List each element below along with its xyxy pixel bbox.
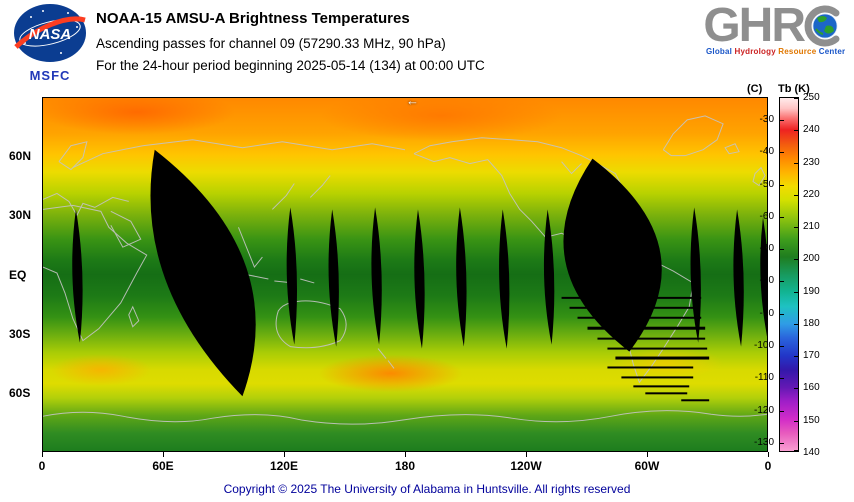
colorbar-tick-right xyxy=(794,98,798,99)
ghrc-tagline-word: Resource xyxy=(778,47,817,56)
colorbar-tick-left xyxy=(780,442,784,444)
colorbar-tick-right xyxy=(794,194,798,196)
colorbar-k-label-190: 190 xyxy=(803,285,820,297)
title-block: NOAA-15 AMSU-A Brightness Temperatures A… xyxy=(96,10,485,80)
nasa-insignia-icon: NASA xyxy=(14,4,86,62)
colorbar-tick-right xyxy=(794,450,798,451)
colorbar-c-label--100: -100 xyxy=(753,340,774,352)
lat-label-30s: 30S xyxy=(9,326,31,341)
colorbar-c-label--70: -70 xyxy=(759,243,774,255)
colorbar-c-label--90: -90 xyxy=(759,307,774,319)
no-data-swath-gaps xyxy=(72,149,767,402)
map-overlay xyxy=(43,115,767,425)
colorbar-c-label--40: -40 xyxy=(759,146,774,158)
ghrc-tagline: Global Hydrology Resource Center xyxy=(703,47,848,56)
colorbar-tick-left xyxy=(780,249,784,251)
colorbar-tick-right xyxy=(794,130,798,132)
lon-label-0: 0 xyxy=(764,459,772,473)
ghrc-logo: GHR Global Hydrology Resource Center xyxy=(703,0,848,57)
lat-label-30n: 30N xyxy=(9,208,32,223)
colorbar-tick-left xyxy=(780,346,784,348)
colorbar-tick-right xyxy=(794,291,798,293)
lat-label-60n: 60N xyxy=(9,149,32,164)
colorbar-c-label--30: -30 xyxy=(759,114,774,126)
colorbar-tick-left xyxy=(780,184,784,186)
colorbar-c-label--120: -120 xyxy=(753,404,774,416)
lon-tick xyxy=(163,452,165,457)
colorbar-tick-left xyxy=(780,152,784,154)
colorbar-tick-right xyxy=(794,162,798,164)
colorbar-k-label-170: 170 xyxy=(803,350,820,362)
header: NASA MSFC NOAA-15 AMSU-A Brightness Temp… xyxy=(0,0,854,94)
colorbar-k-label-150: 150 xyxy=(803,414,820,426)
lon-label-60e: 60E xyxy=(152,459,174,473)
colorbar-k-label-140: 140 xyxy=(803,447,820,458)
nasa-logo: NASA MSFC xyxy=(12,3,88,83)
lon-tick xyxy=(526,452,528,457)
lon-tick xyxy=(768,452,769,457)
colorbar xyxy=(779,97,799,452)
longitude-axis: 0 60E 120E 180 120W 60W 0 xyxy=(38,452,771,474)
ghrc-tagline-word: Hydrology xyxy=(734,47,776,56)
copyright-text: Copyright © 2025 The University of Alaba… xyxy=(223,482,631,496)
lon-label-120e: 120E xyxy=(269,459,298,473)
colorbar-tick-left xyxy=(780,120,784,122)
colorbar-tick-right xyxy=(794,388,798,390)
latitude-axis: 60N 30N EQ 30S 60S xyxy=(0,97,40,452)
colorbar-celsius-labels: -30 -40 -50 -60 -70 -80 -90 -100 -110 -120 -130 xyxy=(742,97,776,452)
colorbar-tick-left xyxy=(780,216,784,218)
colorbar-kelvin-labels: 250 240 230 220 210 200 190 180 170 160 150 140 xyxy=(803,92,843,458)
page-subtitle-period: For the 24-hour period beginning 2025-05… xyxy=(96,58,485,73)
colorbar-tick-left xyxy=(780,410,784,412)
colorbar-c-label--60: -60 xyxy=(759,210,774,222)
lon-label-180: 180 xyxy=(394,459,416,473)
colorbar-tick-right xyxy=(794,227,798,229)
colorbar-tick-left xyxy=(780,313,784,315)
colorbar-tick-left xyxy=(780,281,784,283)
lon-tick xyxy=(283,452,285,457)
colorbar-c-label--110: -110 xyxy=(754,372,774,384)
colorbar-k-label-220: 220 xyxy=(803,188,820,200)
ghrc-tagline-word: Center xyxy=(818,47,846,56)
lon-tick xyxy=(405,452,406,457)
colorbar-c-label--50: -50 xyxy=(759,178,774,190)
lon-label-60w: 60W xyxy=(634,459,660,473)
colorbar-k-label-250: 250 xyxy=(803,92,820,103)
colorbar-unit-celsius: (C) xyxy=(747,83,763,95)
msfc-label: MSFC xyxy=(29,68,71,83)
colorbar-k-label-230: 230 xyxy=(803,156,820,168)
lat-label-eq: EQ xyxy=(9,267,27,282)
colorbar-c-label--130: -130 xyxy=(753,436,774,448)
nasa-text: NASA xyxy=(29,26,72,43)
ghrc-tagline-word: Global xyxy=(705,47,733,56)
lon-label-120w: 120W xyxy=(510,459,542,473)
swath-direction-arrow: ← xyxy=(406,93,419,108)
lon-tick xyxy=(42,452,43,457)
colorbar-k-label-210: 210 xyxy=(803,221,820,233)
lat-label-60s: 60S xyxy=(9,385,31,400)
page-title: NOAA-15 AMSU-A Brightness Temperatures xyxy=(96,10,410,27)
colorbar-tick-left xyxy=(780,378,784,380)
lon-label-0: 0 xyxy=(38,459,46,473)
colorbar-k-label-200: 200 xyxy=(803,253,820,265)
colorbar-unit-kelvin: Tb (K) xyxy=(778,83,810,95)
colorbar-k-label-160: 160 xyxy=(803,382,820,394)
colorbar-c-label--80: -80 xyxy=(759,275,774,287)
footer: Copyright © 2025 The University of Alaba… xyxy=(0,480,854,498)
ghrc-letters: GHR xyxy=(703,0,806,52)
colorbar-k-label-180: 180 xyxy=(803,317,820,329)
colorbar-k-label-240: 240 xyxy=(803,124,820,136)
ghrc-globe-icon xyxy=(804,5,840,47)
colorbar-tick-right xyxy=(794,420,798,422)
colorbar-tick-right xyxy=(794,259,798,261)
page-subtitle-channel: Ascending passes for channel 09 (57290.3… xyxy=(96,36,446,51)
brightness-temperature-map: ← xyxy=(42,93,768,452)
colorbar-tick-right xyxy=(794,323,798,325)
colorbar-tick-right xyxy=(794,356,798,358)
lon-tick xyxy=(646,452,648,457)
